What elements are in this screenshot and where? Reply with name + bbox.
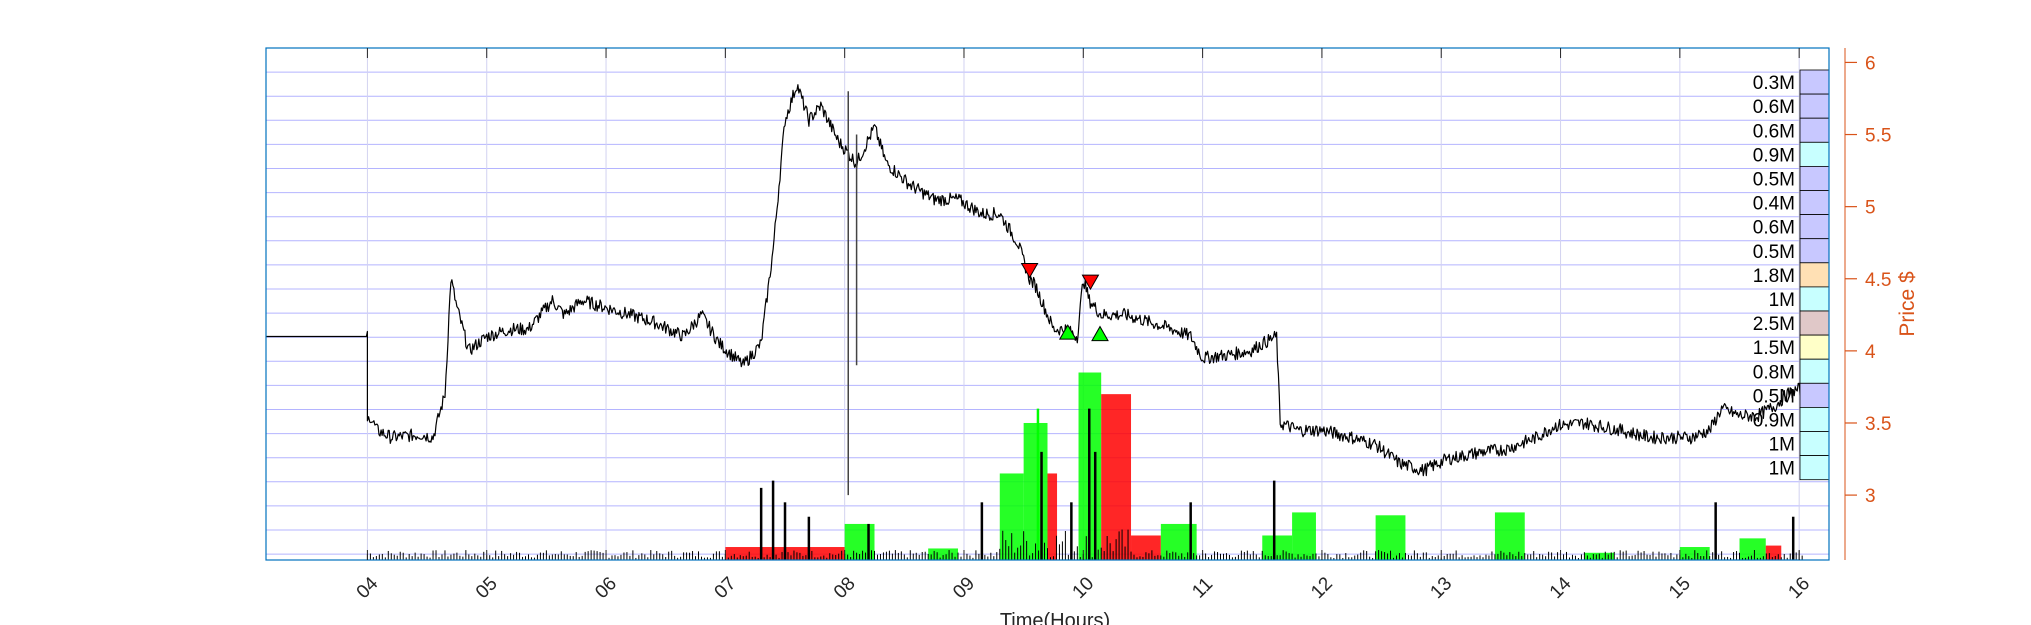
trade-markers <box>1020 263 1109 342</box>
x-tick-label: 04 <box>353 573 383 603</box>
volume-profile-box <box>1799 310 1830 336</box>
plot-area-frame <box>265 47 1830 561</box>
volume-bar-buy <box>1494 512 1525 560</box>
volume-profile-label: 0.5M <box>1753 242 1795 263</box>
volume-profile-label: 0.6M <box>1753 218 1795 239</box>
x-tick-label: 15 <box>1665 573 1695 603</box>
volume-profile-box <box>1799 93 1830 119</box>
x-tick-label: 09 <box>949 573 979 603</box>
volume-profile-label: 0.6M <box>1753 121 1795 142</box>
volume-profile-label: 2.5M <box>1753 314 1795 335</box>
volume-profile-label: 0.6M <box>1753 97 1795 118</box>
volume-bar-sell <box>1047 473 1058 560</box>
volume-bar-buy <box>1292 512 1316 560</box>
volume-bar-sell <box>1101 394 1132 560</box>
price-series <box>266 84 1806 496</box>
y-tick-label: 5 <box>1865 198 1876 219</box>
volume-profile-label: 1.8M <box>1753 266 1795 287</box>
y-tick-label: 3.5 <box>1865 414 1891 435</box>
sell-marker <box>1020 263 1039 279</box>
volume-profile-box <box>1799 334 1830 360</box>
x-tick-label: 05 <box>472 573 502 603</box>
volume-profile-label: 0.8M <box>1753 362 1795 383</box>
volume-profile-box <box>1799 117 1830 143</box>
volume-bar-buy <box>1739 538 1766 560</box>
volume-profile-label: 0.9M <box>1753 411 1795 432</box>
volume-profile-label: 0.5M <box>1753 386 1795 407</box>
volume-profile-box <box>1799 455 1830 481</box>
y-tick-label: 5.5 <box>1865 126 1891 147</box>
volume-profile: 0.3M 0.6M 0.6M 0.9M 0.5M 0.4M 0.6M 0.5M 1.8M 1M 2.… <box>1753 69 1830 481</box>
x-tick-label: 07 <box>711 573 741 603</box>
x-tick-label: 14 <box>1546 573 1576 603</box>
volume-profile-box <box>1799 190 1830 216</box>
x-tick-label: 11 <box>1188 574 1217 603</box>
x-tick-label: 13 <box>1426 573 1456 603</box>
volume-profile-box <box>1799 262 1830 288</box>
buy-marker <box>1091 325 1109 342</box>
x-tick-label: 12 <box>1307 573 1337 603</box>
buy-marker <box>1058 324 1077 340</box>
volume-bar-buy <box>999 473 1024 560</box>
x-tick-label: 16 <box>1784 573 1814 603</box>
x-tick-label: 10 <box>1069 573 1099 603</box>
y-tick-label: 6 <box>1865 53 1876 74</box>
volume-profile-label: 0.4M <box>1753 194 1795 215</box>
volume-profile-box <box>1799 286 1830 312</box>
volume-profile-box <box>1799 214 1830 240</box>
x-axis-label: Time(Hours) <box>1000 610 1110 625</box>
volume-profile-label: 0.5M <box>1753 170 1795 191</box>
volume-profile-label: 1.5M <box>1753 338 1795 359</box>
volume-profile-box <box>1799 406 1830 432</box>
volume-profile-box <box>1799 382 1830 408</box>
volume-profile-box <box>1799 358 1830 384</box>
volume-profile-box <box>1799 238 1830 264</box>
volume-profile-label: 1M <box>1769 459 1795 480</box>
sell-marker <box>1081 274 1100 291</box>
volume-bar-buy <box>1023 422 1048 560</box>
y-tick-label: 4 <box>1865 342 1876 363</box>
y-tick-label: 4.5 <box>1865 270 1891 291</box>
y-axis-label: Price $ <box>1896 271 1919 337</box>
volume-profile-box <box>1799 69 1830 95</box>
volume-bar-buy <box>928 548 959 560</box>
volume-profile-label: 0.3M <box>1753 73 1795 94</box>
x-tick-label: 06 <box>591 573 621 603</box>
y-tick-label: 3 <box>1865 486 1876 507</box>
volume-profile-box <box>1799 431 1830 457</box>
volume-profile-label: 1M <box>1769 435 1795 456</box>
volume-bars <box>366 372 1803 560</box>
volume-profile-box <box>1799 141 1830 167</box>
volume-profile-label: 1M <box>1769 290 1795 311</box>
volume-bar-sell <box>1765 545 1782 560</box>
y-axis-right: 3 3.5 4 4.5 5 5.5 6 <box>1844 48 1891 560</box>
x-tick-label: 08 <box>830 573 860 603</box>
volume-profile-box <box>1799 165 1830 191</box>
volume-profile-label: 0.9M <box>1753 145 1795 166</box>
price-line <box>266 84 1806 477</box>
